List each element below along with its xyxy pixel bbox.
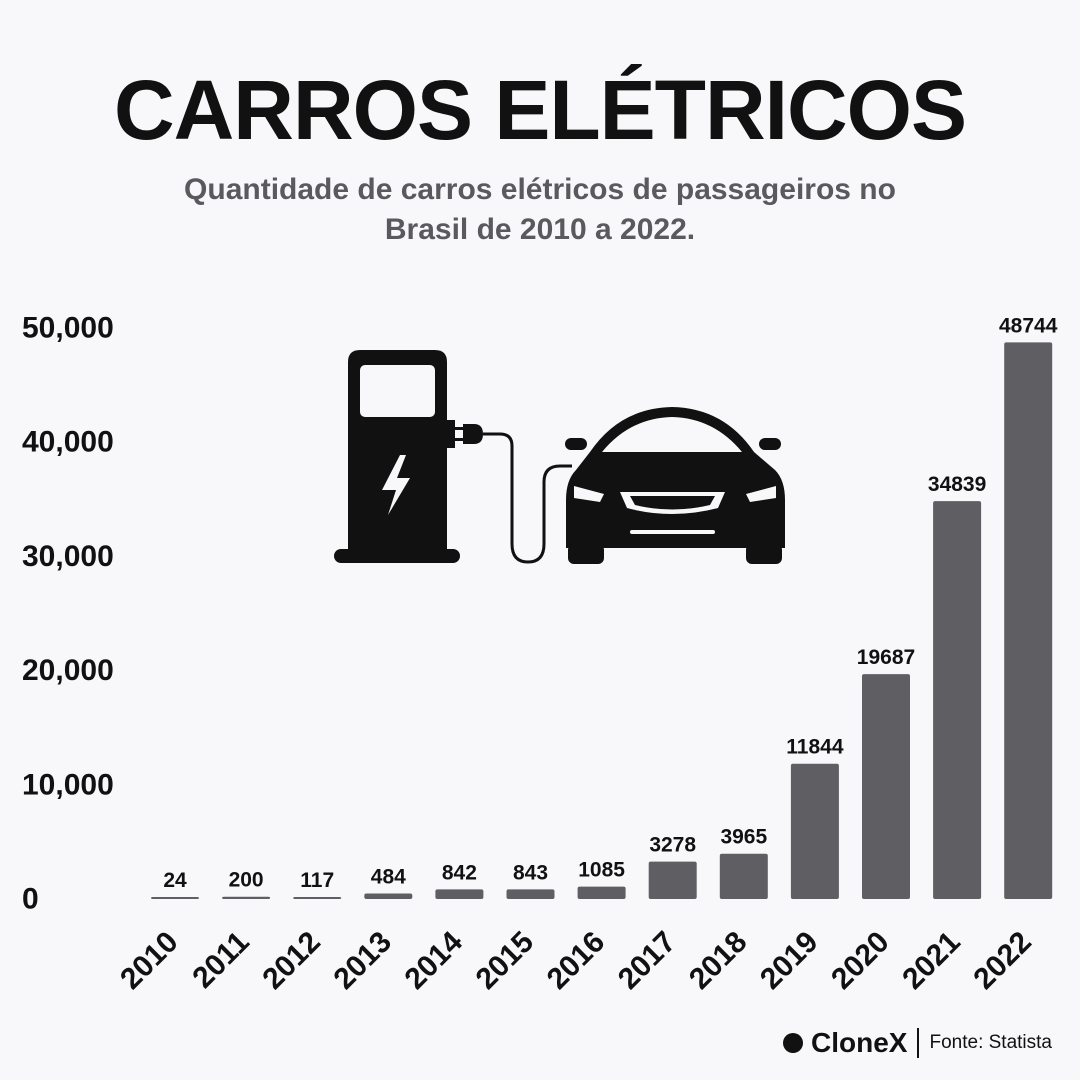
- x-tick-label-2013: 2013: [327, 925, 398, 996]
- data-label-2017: 3278: [649, 834, 696, 857]
- data-label-2018: 3965: [720, 826, 767, 849]
- data-label-2013: 484: [371, 865, 406, 888]
- bar-2010: [151, 897, 199, 899]
- data-label-2011: 200: [229, 869, 264, 892]
- data-label-2021: 34839: [928, 473, 986, 496]
- bar-2020: [862, 674, 910, 899]
- y-tick-label: 0: [22, 883, 39, 916]
- x-tick-label-2019: 2019: [754, 925, 825, 996]
- y-axis: 0 10,000 20,000 30,000 40,000 50,000: [22, 312, 114, 916]
- chart-subtitle: Quantidade de carros elétricos de passag…: [184, 173, 896, 246]
- x-tick-label-2020: 2020: [825, 925, 896, 996]
- y-tick-label: 20,000: [22, 654, 114, 687]
- bars: [151, 342, 1053, 899]
- ev-charging-station-car-icon: [334, 350, 785, 564]
- data-label-2016: 1085: [578, 859, 625, 882]
- bar-2012: [293, 897, 342, 899]
- y-tick-label: 10,000: [22, 768, 114, 801]
- bar-2011: [222, 896, 271, 899]
- data-label-2022: 48744: [999, 314, 1058, 337]
- data-label-2012: 117: [300, 869, 334, 892]
- y-tick-label: 50,000: [22, 312, 114, 345]
- footer: CloneX Fonte: Statista: [783, 1026, 1052, 1060]
- brand-dot-icon: [783, 1033, 804, 1053]
- bar-2014: [435, 889, 484, 899]
- bar-2015: [506, 889, 555, 899]
- data-labels: 24 200 117 484 842 843 1085 3278 3965 11844 19687 3…: [163, 314, 1057, 892]
- x-tick-label-2016: 2016: [541, 925, 612, 996]
- x-tick-label-2012: 2012: [256, 925, 327, 996]
- x-axis: 2010 2011 2012 2013 2014 2015 2016 2017 2018 2019…: [114, 925, 1038, 996]
- x-tick-label-2021: 2021: [896, 925, 967, 996]
- bar-2019: [790, 763, 839, 899]
- x-tick-label-2018: 2018: [683, 925, 754, 996]
- brand-name: CloneX: [811, 1027, 908, 1058]
- bar-2013: [364, 893, 413, 899]
- x-tick-label-2010: 2010: [114, 925, 185, 996]
- bar-2016: [577, 886, 626, 899]
- bar-2018: [719, 853, 768, 899]
- bar-2017: [648, 861, 697, 899]
- data-label-2015: 843: [513, 861, 548, 884]
- x-tick-label-2022: 2022: [967, 925, 1038, 996]
- bar-2021: [933, 501, 982, 899]
- chart-title: CARROS ELÉTRICOS: [113, 63, 967, 157]
- data-label-2020: 19687: [857, 646, 915, 669]
- footer-divider: [917, 1028, 920, 1058]
- x-tick-label-2011: 2011: [186, 925, 255, 994]
- y-tick-label: 30,000: [22, 540, 114, 573]
- data-label-2014: 842: [442, 861, 477, 884]
- source-credit: Fonte: Statista: [929, 1032, 1052, 1053]
- y-tick-label: 40,000: [22, 426, 114, 459]
- bar-2022: [1004, 342, 1053, 899]
- x-tick-label-2017: 2017: [612, 925, 683, 996]
- data-label-2019: 11844: [786, 736, 844, 759]
- data-label-2010: 24: [163, 869, 187, 892]
- x-tick-label-2014: 2014: [399, 925, 470, 996]
- x-tick-label-2015: 2015: [470, 925, 541, 996]
